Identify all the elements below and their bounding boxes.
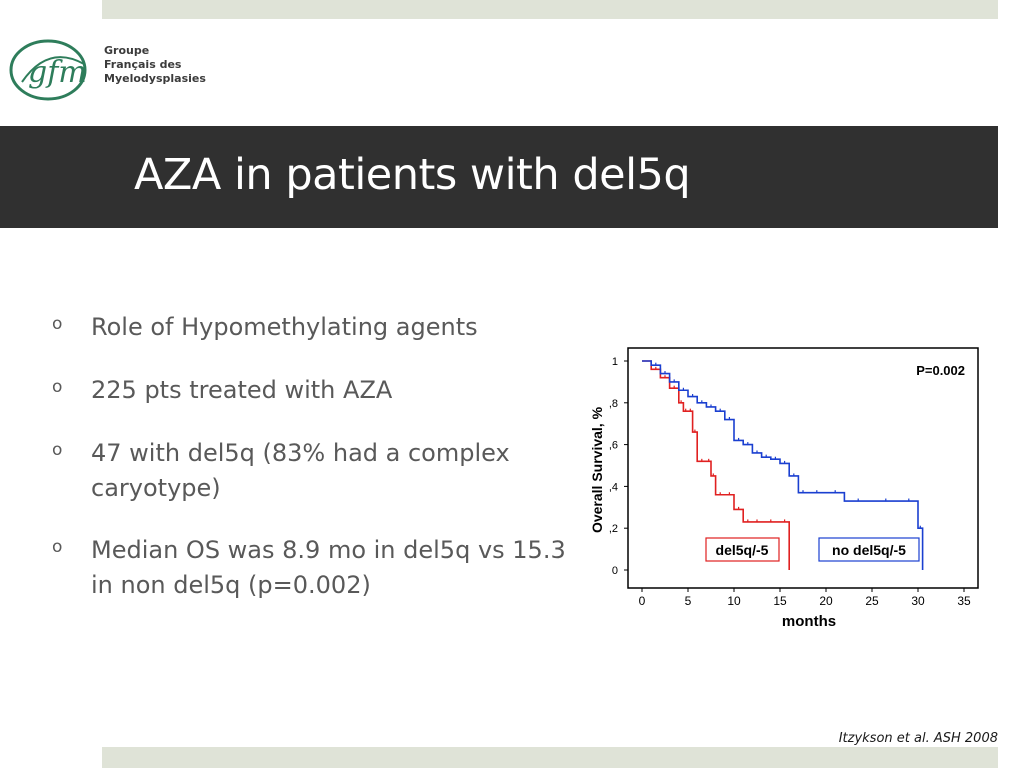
series-line-no-del5q: [642, 360, 924, 570]
bullet-marker: o: [52, 537, 63, 557]
y-axis-label: Overall Survival, %: [589, 406, 605, 533]
x-axis-label: months: [782, 613, 836, 630]
x-tick-label: 30: [911, 594, 925, 608]
citation: Itzykson et al. ASH 2008: [838, 731, 998, 746]
y-tick-label: 0: [612, 565, 618, 577]
p-value-annotation: P=0.002: [916, 363, 965, 378]
legend-box-del5q: [705, 537, 780, 562]
survival-chart: 0 5 10 15 20 25 30 35 0 ,2 ,4 ,6 ,8 1 Overall Surviva…: [589, 347, 979, 630]
bullet-marker: o: [52, 314, 63, 334]
legend-box-no-del5q: [818, 537, 920, 562]
bullet-text: 47 with del5q (83% had a complex caryoty…: [91, 439, 510, 502]
slide-title: AZA in patients with del5q: [134, 150, 691, 200]
x-tick-label: 5: [685, 594, 692, 608]
plot-frame: [627, 347, 979, 589]
bottom-decor-band: [102, 747, 998, 768]
y-tick-label: 1: [612, 356, 618, 368]
logo-line-1: Groupe: [104, 44, 150, 57]
top-decor-band: [102, 0, 998, 19]
x-tick-label: 25: [865, 594, 879, 608]
legend-no-del5q: no del5q/-5: [832, 542, 906, 558]
x-tick-label: 35: [957, 594, 971, 608]
x-tick-label: 10: [727, 594, 741, 608]
gfm-logo: gfm Groupe Français des Myelodysplasies: [8, 38, 206, 102]
bullet-marker: o: [52, 377, 63, 397]
logo-line-3: Myelodysplasies: [104, 72, 206, 85]
bullet-marker: o: [52, 440, 63, 460]
logo-mark-text: gfm: [28, 55, 87, 90]
x-tick-label: 20: [819, 594, 833, 608]
logo-text: Groupe Français des Myelodysplasies: [104, 44, 206, 86]
x-tick-label: 15: [773, 594, 787, 608]
y-tick-label: ,4: [609, 481, 618, 493]
y-tick-label: ,2: [609, 523, 618, 535]
gfm-logo-mark: gfm: [9, 39, 87, 101]
title-bar: AZA in patients with del5q: [0, 126, 998, 228]
bullet-text: 225 pts treated with AZA: [91, 376, 393, 404]
y-tick-label: ,8: [609, 398, 618, 410]
legend-del5q: del5q/-5: [716, 542, 769, 558]
bullet-text: Median OS was 8.9 mo in del5q vs 15.3 in…: [91, 536, 566, 599]
logo-line-2: Français des: [104, 58, 182, 71]
bullet-text: Role of Hypomethylating agents: [91, 313, 478, 341]
y-tick-label: ,6: [609, 440, 618, 452]
x-tick-label: 0: [639, 594, 646, 608]
